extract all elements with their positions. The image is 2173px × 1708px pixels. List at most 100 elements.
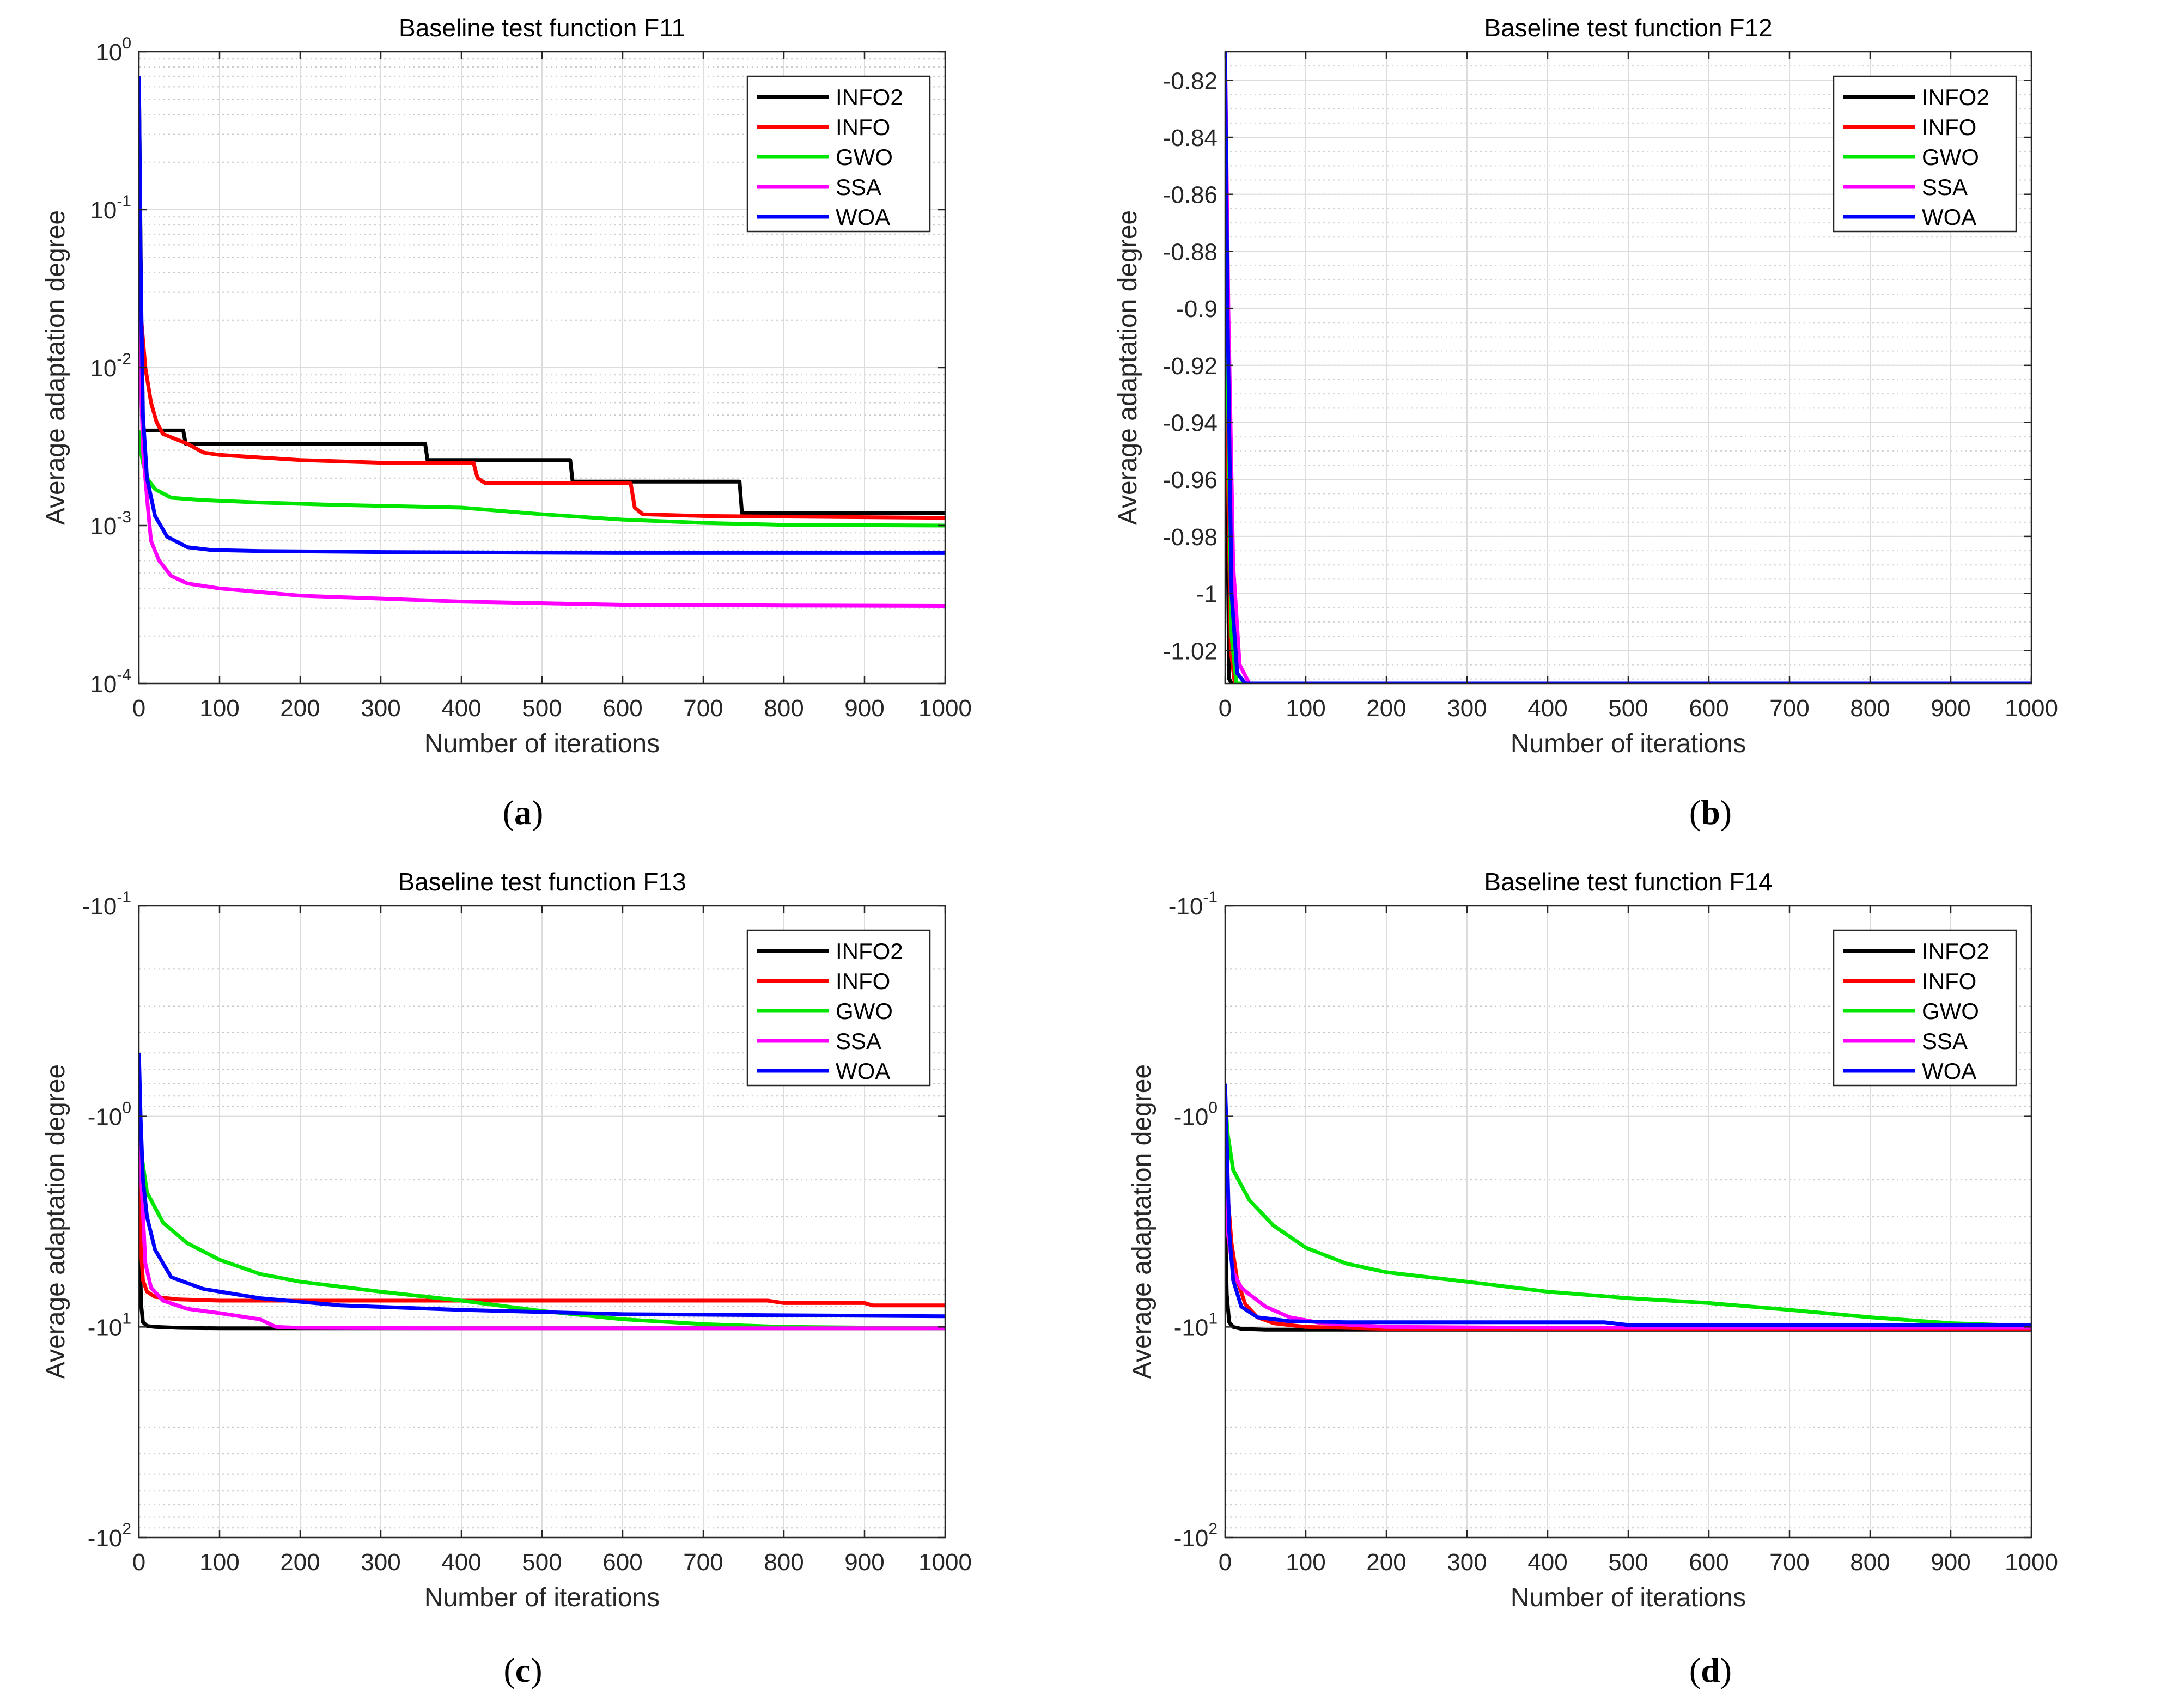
- x-tick-label: 0: [132, 1549, 145, 1576]
- chart-c: 0 100 200 300 400 500 600 700 800 900 1000 -10-1 -10…: [41, 868, 972, 1612]
- x-tick-label: 100: [199, 1549, 239, 1576]
- ticks: 0 100 200 300 400 500 600 700 800 900 1000 -10-1 -10…: [82, 888, 972, 1576]
- x-tick-label: 600: [1689, 1549, 1728, 1576]
- x-tick-label: 300: [361, 695, 400, 722]
- x-tick-label: 1000: [918, 695, 972, 722]
- legend-label-info: INFO: [1922, 114, 1976, 140]
- series-line-gwo: [139, 1132, 945, 1331]
- y-axis-label: Average adaptation degree: [41, 210, 70, 525]
- x-tick-label: 500: [1608, 695, 1648, 722]
- series-line-woa: [139, 1053, 945, 1319]
- y-tick-label: 10-4: [90, 666, 131, 698]
- major-grid: [1225, 52, 2032, 684]
- series-group: [1225, 1083, 2031, 1332]
- x-tick-label: 900: [844, 695, 884, 722]
- x-axis-label: Number of iterations: [424, 729, 660, 758]
- legend: INFO2 INFO GWO SSA WOA: [1833, 929, 2017, 1087]
- x-tick-label: 600: [602, 695, 642, 722]
- chart-title: Baseline test function F11: [399, 14, 685, 42]
- legend-label-info2: INFO2: [1922, 938, 1989, 964]
- x-tick-label: 500: [522, 695, 562, 722]
- legend-label-woa: WOA: [1922, 204, 1976, 230]
- y-tick-label: 100: [95, 34, 131, 66]
- x-tick-label: 200: [1366, 695, 1406, 722]
- chart-a: 0 100 200 300 400 500 600 700 800 900 1000 100 10-1 1…: [41, 14, 972, 758]
- ticks: 0 100 200 300 400 500 600 700 800 900 1000 -10-1 -10…: [1168, 888, 2058, 1576]
- x-tick-label: 800: [764, 695, 804, 722]
- x-tick-label: 100: [1286, 695, 1325, 722]
- y-tick-label: 10-3: [90, 508, 131, 540]
- series-line-info2: [1225, 1217, 2031, 1332]
- legend-label-gwo: GWO: [1922, 998, 1979, 1024]
- y-tick-label: -101: [1174, 1309, 1218, 1341]
- ticks: 0 100 200 300 400 500 600 700 800 900 1000 -0.82 -0.…: [1163, 52, 2058, 722]
- x-tick-label: 500: [1608, 1549, 1648, 1576]
- x-tick-label: 700: [1769, 695, 1809, 722]
- legend-label-info2: INFO2: [836, 84, 903, 110]
- caption-b: (b): [1689, 793, 1732, 832]
- legend-box: [746, 75, 931, 233]
- legend-label-gwo: GWO: [836, 998, 893, 1024]
- y-tick-label: -0.88: [1163, 239, 1218, 265]
- x-axis-label: Number of iterations: [424, 1583, 660, 1612]
- series-line-woa: [139, 76, 945, 555]
- y-tick-label: -102: [88, 1520, 131, 1552]
- legend-label-ssa: SSA: [1922, 174, 1968, 200]
- y-axis-label: Average adaptation degree: [1128, 1064, 1157, 1379]
- x-axis-label: Number of iterations: [1511, 1583, 1746, 1612]
- series-line-gwo: [1225, 1095, 2031, 1328]
- y-tick-label: -0.84: [1163, 125, 1218, 151]
- x-tick-label: 300: [361, 1549, 400, 1576]
- x-axis-label: Number of iterations: [1511, 729, 1746, 758]
- legend-label-info: INFO: [836, 968, 890, 994]
- chart-d: 0 100 200 300 400 500 600 700 800 900 1000 -10-1 -10…: [1128, 868, 2058, 1612]
- x-tick-label: 900: [844, 1549, 884, 1576]
- legend-label-info: INFO: [836, 114, 890, 140]
- series-line-ssa: [139, 1053, 945, 1331]
- series-group: [139, 76, 945, 608]
- y-tick-label: -101: [88, 1309, 131, 1341]
- legend-label-ssa: SSA: [836, 1028, 881, 1054]
- legend-label-info: INFO: [1922, 968, 1976, 994]
- x-tick-label: 700: [683, 1549, 723, 1576]
- y-tick-label: -0.9: [1176, 296, 1218, 322]
- legend-label-woa: WOA: [836, 204, 890, 230]
- y-tick-label: -100: [88, 1099, 131, 1131]
- x-tick-label: 600: [602, 1549, 642, 1576]
- caption-d: (d): [1689, 1651, 1732, 1689]
- legend-box: [1833, 75, 2017, 233]
- chart-title: Baseline test function F13: [398, 868, 686, 896]
- legend: INFO2 INFO GWO SSA WOA: [1833, 75, 2017, 233]
- x-tick-label: 800: [1850, 1549, 1890, 1576]
- y-tick-label: -0.86: [1163, 182, 1218, 209]
- x-tick-label: 400: [1527, 1549, 1567, 1576]
- y-tick-label: -1: [1196, 581, 1218, 608]
- x-tick-label: 900: [1931, 695, 1970, 722]
- y-tick-label: -100: [1174, 1099, 1218, 1131]
- x-tick-label: 500: [522, 1549, 562, 1576]
- caption-c: (c): [503, 1651, 543, 1689]
- x-tick-label: 100: [199, 695, 239, 722]
- x-tick-label: 400: [1527, 695, 1567, 722]
- y-tick-label: -102: [1174, 1520, 1218, 1552]
- y-tick-label: 10-2: [90, 350, 131, 382]
- legend: INFO2 INFO GWO SSA WOA: [746, 75, 931, 233]
- x-tick-label: 700: [683, 695, 723, 722]
- x-tick-label: 900: [1931, 1549, 1970, 1576]
- legend-label-ssa: SSA: [836, 174, 881, 200]
- x-tick-label: 1000: [2005, 1549, 2058, 1576]
- series-group: [139, 1053, 945, 1331]
- legend-box: [746, 929, 931, 1087]
- x-tick-label: 400: [441, 1549, 481, 1576]
- chart-title: Baseline test function F12: [1484, 14, 1772, 42]
- y-tick-label: -0.92: [1163, 353, 1218, 380]
- x-tick-label: 800: [1850, 695, 1890, 722]
- y-axis-label: Average adaptation degree: [41, 1064, 70, 1379]
- legend-label-info2: INFO2: [836, 938, 903, 964]
- y-tick-label: -0.98: [1163, 524, 1218, 551]
- series-line-woa: [1225, 1083, 2031, 1327]
- y-tick-label: -0.96: [1163, 467, 1218, 493]
- x-tick-label: 300: [1447, 1549, 1487, 1576]
- legend-box: [1833, 929, 2017, 1087]
- chart-title: Baseline test function F14: [1484, 868, 1772, 896]
